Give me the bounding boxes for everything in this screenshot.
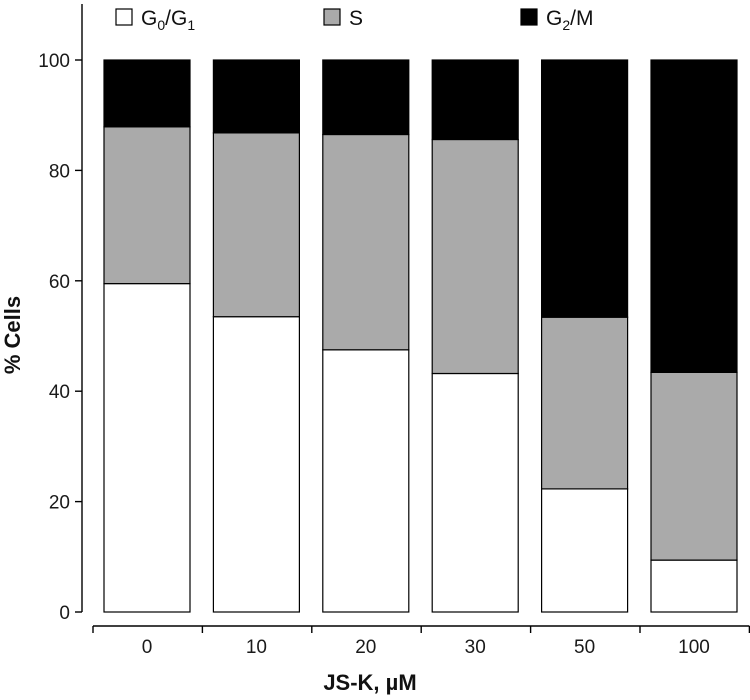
y-tick-label: 20 (49, 493, 70, 514)
x-axis: 0 10 20 30 50 100 (92, 625, 750, 658)
x-tick-label: 10 (246, 637, 267, 658)
bars (103, 59, 738, 613)
legend-swatch-0 (115, 8, 133, 26)
legend-label-0: G0/G1 (141, 7, 195, 33)
bar-segment-2-cat-3 (431, 59, 519, 141)
x-tick-label: 20 (355, 637, 376, 658)
bar-segment-1-cat-5 (650, 371, 738, 561)
y-tick-label: 80 (49, 161, 70, 182)
legend-label-2: G2/M (546, 7, 593, 33)
legend-swatch-2 (520, 8, 538, 26)
y-tick-label: 40 (49, 382, 70, 403)
y-tick-label: 0 (59, 603, 70, 624)
bar-segment-1-cat-4 (540, 316, 629, 490)
bar-segment-0-cat-3 (431, 372, 519, 613)
x-tick-label: 50 (574, 637, 595, 658)
bar-segment-1-cat-0 (103, 126, 191, 285)
bar-segment-1-cat-2 (322, 133, 410, 351)
bar-segment-2-cat-5 (650, 59, 738, 373)
y-axis: 0 20 40 60 80 100 (38, 4, 83, 624)
bar-segment-1-cat-1 (212, 132, 300, 318)
legend-swatch-1 (323, 8, 341, 26)
bar-segment-2-cat-4 (540, 59, 629, 318)
y-tick-label: 60 (49, 272, 70, 293)
bar-segment-0-cat-0 (103, 283, 191, 613)
y-axis-title: % Cells (0, 296, 25, 374)
bar-segment-2-cat-2 (322, 59, 410, 136)
legend-label-1: S (349, 7, 363, 30)
bar-segment-2-cat-1 (212, 59, 300, 134)
y-tick-label: 100 (38, 51, 70, 72)
bar-segment-0-cat-5 (650, 559, 738, 613)
x-tick-label: 100 (678, 637, 710, 658)
bar-segment-2-cat-0 (103, 59, 191, 128)
bar-segment-0-cat-4 (540, 488, 629, 613)
legend: G0/G1 S G2/M (115, 7, 593, 33)
x-tick-label: 30 (465, 637, 486, 658)
x-tick-label: 0 (142, 637, 153, 658)
x-axis-title: JS-K, µM (323, 670, 416, 695)
bar-segment-0-cat-1 (212, 316, 300, 613)
bar-segment-0-cat-2 (322, 349, 410, 613)
bar-segment-1-cat-3 (431, 138, 519, 375)
